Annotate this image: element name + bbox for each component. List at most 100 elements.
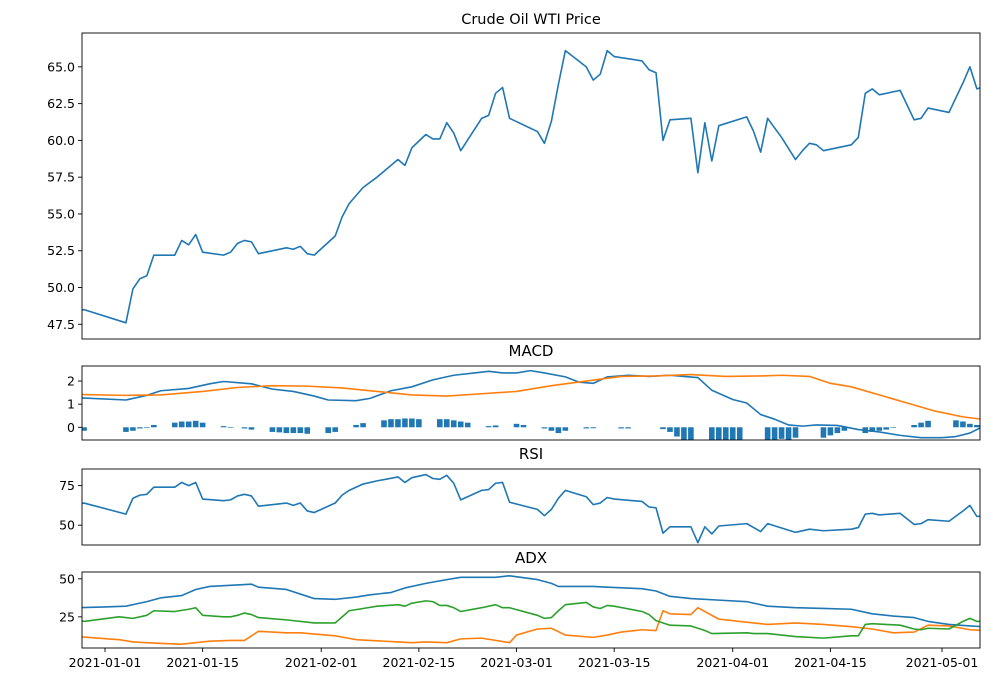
macd-histogram-bar	[151, 424, 157, 428]
macd-ytick-label: 2	[67, 374, 75, 389]
macd-histogram-bar	[416, 419, 422, 428]
price-plot-area	[82, 49, 980, 324]
macd-histogram-bar	[716, 427, 722, 440]
rsi-series-line-1	[82, 473, 980, 544]
macd-histogram-bar	[883, 427, 889, 430]
adx-ytick-label: 25	[59, 609, 75, 624]
adx-series-line-1	[82, 575, 980, 628]
macd-histogram-bar	[185, 421, 192, 428]
macd-histogram-bar	[520, 424, 527, 428]
macd-histogram-bar	[290, 427, 297, 434]
macd-histogram-bar	[409, 418, 415, 428]
macd-histogram-bar	[785, 427, 792, 440]
macd-histogram-bar	[869, 427, 876, 432]
macd-histogram-bar	[388, 419, 394, 428]
macd-histogram-bar	[876, 427, 883, 431]
macd-histogram-bar	[667, 427, 673, 432]
price-ytick-label: 47.5	[47, 317, 75, 332]
macd-histogram-bar	[241, 427, 248, 429]
macd-histogram-bar	[123, 427, 129, 432]
macd-histogram-bar	[457, 421, 464, 428]
macd-histogram-bar	[276, 427, 283, 433]
adx-title: ADX	[515, 549, 547, 567]
macd-histogram-bar	[722, 427, 729, 440]
adx-series-line-2	[82, 606, 980, 645]
adx-series-line-3	[82, 600, 980, 639]
price-ytick-label: 55.0	[47, 206, 75, 221]
macd-histogram-bar	[827, 427, 834, 436]
macd-series-line-2	[82, 373, 980, 420]
price-ytick-label: 57.5	[47, 170, 75, 185]
macd-histogram-bar	[967, 423, 973, 428]
price-ytick-label: 65.0	[47, 59, 75, 74]
macd-histogram-bar	[464, 422, 471, 428]
macd-histogram-bar	[199, 422, 206, 428]
macd-histogram-bar	[402, 418, 408, 428]
macd-histogram-bar	[269, 427, 276, 432]
macd-plot-area	[74, 369, 987, 440]
rsi-ytick-label: 50	[59, 518, 75, 533]
macd-title: MACD	[509, 342, 554, 360]
macd-histogram-bar	[925, 420, 931, 428]
macd-histogram-bar	[674, 427, 680, 437]
macd-histogram-bar	[485, 426, 492, 428]
adx-xtick-label: 2021-02-01	[285, 655, 358, 670]
macd-histogram-bar	[325, 427, 331, 434]
macd-histogram-bar	[144, 427, 150, 428]
price-ytick-label: 52.5	[47, 243, 75, 258]
macd-histogram-bar	[974, 424, 980, 428]
macd-histogram-bar	[541, 427, 548, 429]
macd-histogram-bar	[911, 424, 917, 428]
macd-histogram-bar	[834, 427, 841, 434]
macd-axes-frame	[81, 365, 981, 441]
rsi-panel: RSI 50 75	[59, 445, 981, 546]
adx-ytick-label: 50	[59, 571, 75, 586]
adx-axes-frame	[81, 571, 981, 649]
macd-histogram-bar	[681, 427, 687, 440]
macd-histogram-bar	[304, 427, 311, 434]
macd-histogram-bar	[736, 427, 743, 440]
macd-histogram-bar	[137, 427, 143, 429]
macd-histogram-bar	[548, 427, 555, 431]
macd-histogram-bar	[625, 427, 631, 429]
macd-histogram-bar	[890, 427, 896, 428]
price-panel: Crude Oil WTI Price 47.5 50.0 52.5 55.0 57.5 6…	[47, 12, 981, 340]
macd-histogram-bar	[248, 427, 255, 430]
adx-xtick-label: 2021-05-01	[906, 655, 979, 670]
macd-histogram-bar	[709, 427, 715, 440]
price-ytick-label: 60.0	[47, 133, 75, 148]
macd-histogram-bar	[353, 424, 359, 428]
macd-histogram-bar	[74, 427, 80, 430]
adx-xtick-label: 2021-01-01	[69, 655, 142, 670]
macd-histogram-bar	[450, 420, 457, 428]
macd-histogram-bar	[764, 427, 771, 440]
macd-histogram-bar	[492, 425, 499, 428]
macd-histogram-bar	[332, 427, 338, 432]
macd-histogram-bar	[178, 421, 185, 428]
macd-histogram-bar	[395, 419, 401, 428]
macd-histogram-bar	[562, 427, 569, 431]
adx-plot-area	[82, 575, 980, 645]
adx-panel: ADX 25 50 2021-01-01 2021-01-15 2021-02-01 202…	[59, 549, 981, 670]
macd-histogram-bar	[981, 425, 987, 427]
macd-histogram-bar	[171, 422, 178, 428]
price-title: Crude Oil WTI Price	[461, 12, 601, 28]
macd-histogram-bar	[283, 427, 290, 434]
macd-histogram-bar	[729, 427, 736, 440]
macd-histogram-bar	[953, 420, 959, 428]
macd-histogram-bar	[360, 423, 366, 428]
rsi-plot-area	[82, 473, 980, 544]
macd-histogram-bar	[227, 427, 234, 428]
macd-histogram-bar	[513, 423, 520, 428]
rsi-ytick-label: 75	[59, 478, 75, 493]
adx-xtick-label: 2021-01-15	[166, 655, 239, 670]
macd-histogram-bar	[792, 427, 799, 438]
adx-xtick-label: 2021-03-15	[578, 655, 651, 670]
macd-histogram-bar	[82, 427, 87, 431]
macd-histogram-bar	[918, 422, 924, 428]
price-axes-frame	[81, 32, 981, 340]
macd-histogram-bar	[841, 427, 848, 431]
macd-histogram-bar	[443, 419, 450, 428]
